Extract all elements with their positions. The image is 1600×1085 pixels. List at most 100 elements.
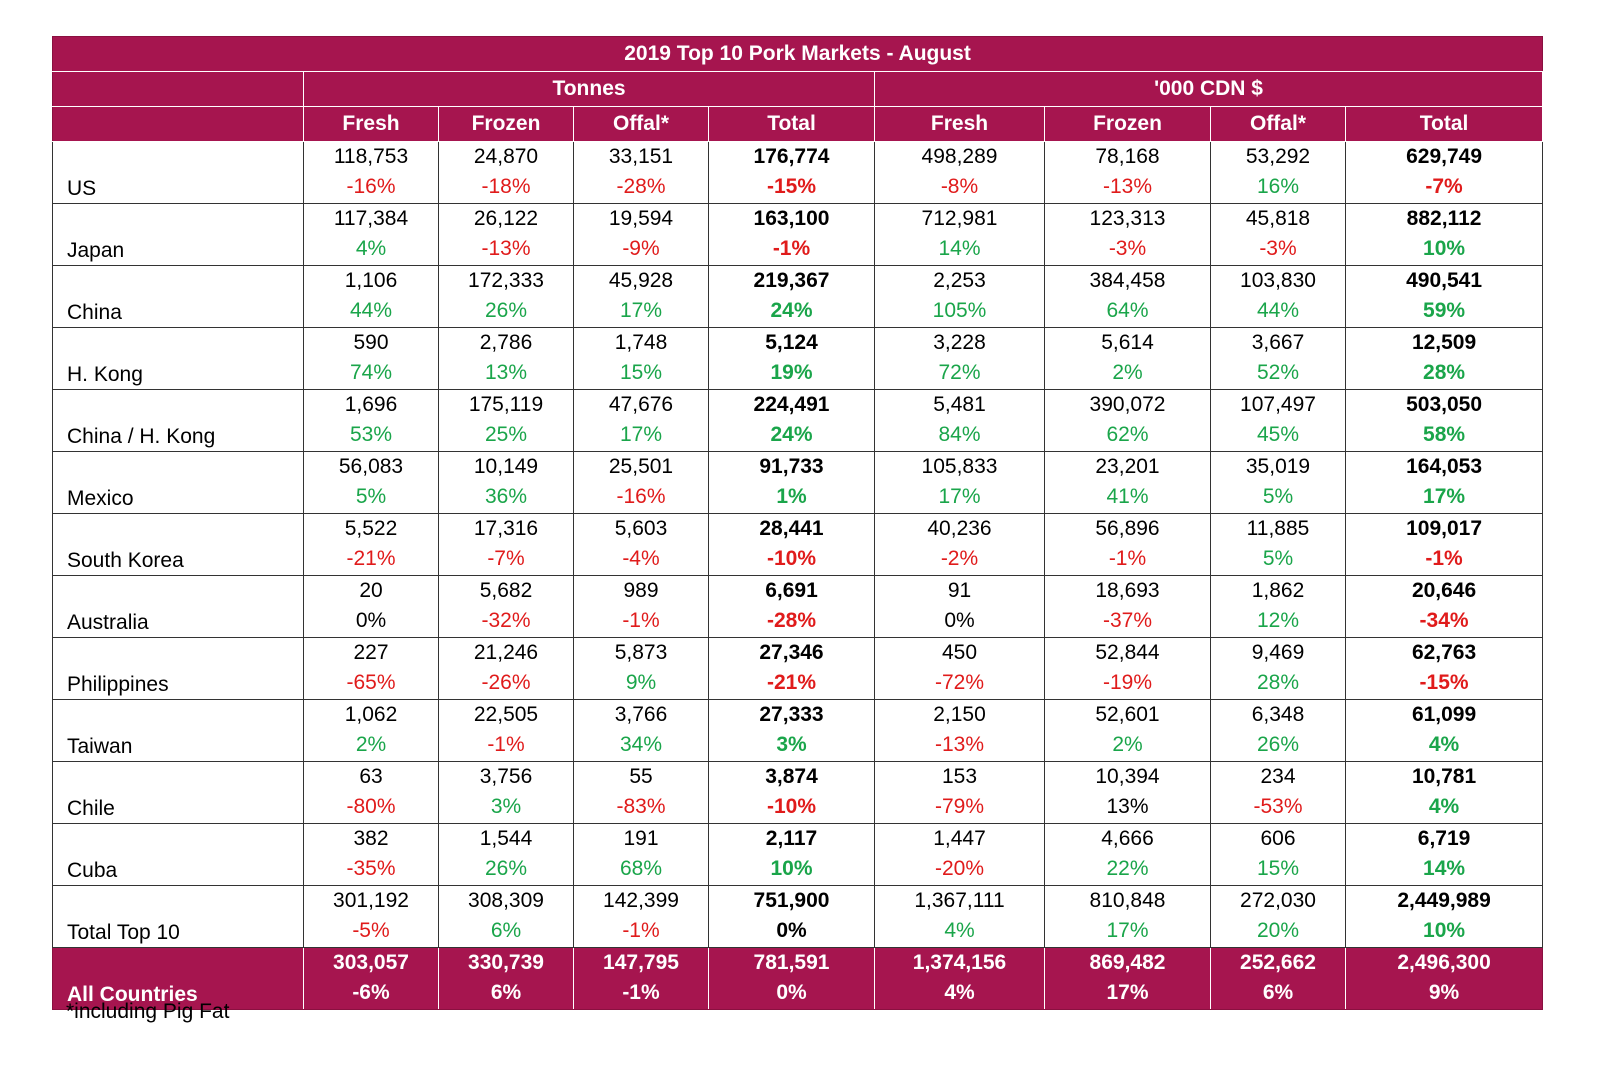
column-header-blank	[52, 106, 304, 142]
cell-value: 219,367	[753, 269, 830, 292]
data-cell: 62,763 -15%	[1344, 637, 1544, 700]
table-row: China / H. Kong 1,696 53% 175,119 25% 47,676 1…	[52, 389, 1544, 452]
row-country-label: Australia	[52, 575, 304, 638]
cell-change: -1%	[1108, 547, 1147, 570]
data-cell: 606 15%	[1210, 823, 1346, 886]
cell-value: 5,873	[614, 641, 668, 664]
data-cell: 498,289 -8%	[874, 141, 1045, 204]
cell-value: 9,469	[1251, 641, 1305, 664]
cell-value: 1,696	[344, 393, 398, 416]
data-cell: 234 -53%	[1210, 761, 1346, 824]
cell-change: 4%	[944, 919, 975, 942]
cell-change: -20%	[934, 857, 985, 880]
data-cell: 810,848 17%	[1044, 885, 1211, 948]
data-cell: 56,896 -1%	[1044, 513, 1211, 576]
footer-cell: 330,739 6%	[438, 947, 574, 1010]
footer-cell: 303,057 -6%	[303, 947, 439, 1010]
cell-change: -35%	[346, 857, 396, 880]
data-cell: 164,053 17%	[1344, 451, 1544, 514]
cell-value: 2,117	[765, 827, 818, 850]
cell-value: 45,818	[1245, 207, 1311, 230]
data-cell: 301,192 -5%	[303, 885, 439, 948]
cell-value: 118,753	[333, 145, 409, 168]
cell-value: 25,501	[608, 455, 674, 478]
cell-value: 629,749	[1406, 145, 1483, 168]
cell-change: -7%	[1425, 175, 1463, 198]
data-cell: 52,844 -19%	[1044, 637, 1211, 700]
data-cell: 629,749 -7%	[1344, 141, 1544, 204]
data-cell: 20 0%	[303, 575, 439, 638]
data-cell: 3,766 34%	[573, 699, 709, 762]
data-cell: 2,253 105%	[874, 265, 1045, 328]
cell-change: -26%	[481, 671, 531, 694]
data-cell: 103,830 44%	[1210, 265, 1346, 328]
cell-change: 59%	[1423, 299, 1466, 322]
cell-change: 26%	[484, 299, 528, 322]
data-cell: 3,874 -10%	[708, 761, 875, 824]
data-cell: 47,676 17%	[573, 389, 709, 452]
data-cell: 78,168 -13%	[1044, 141, 1211, 204]
cell-change: -10%	[766, 547, 817, 570]
cell-value: 191	[623, 827, 659, 850]
cell-change: 6%	[490, 919, 522, 942]
data-cell: 272,030 20%	[1210, 885, 1346, 948]
cell-change: 72%	[938, 361, 981, 384]
cell-value: 142,399	[603, 889, 679, 912]
data-cell: 20,646 -34%	[1344, 575, 1544, 638]
cell-value: 1,748	[614, 331, 668, 354]
cell-change: 17%	[1106, 919, 1149, 942]
cell-change: 3%	[490, 795, 522, 818]
cell-change: 24%	[770, 299, 813, 322]
cell-value: 52,601	[1095, 703, 1160, 726]
cell-value: 22,505	[473, 703, 539, 726]
cell-change: 36%	[484, 485, 528, 508]
cell-value: 153	[941, 765, 978, 788]
row-country-label: Total Top 10	[52, 885, 304, 948]
cell-value: 10,149	[473, 455, 539, 478]
cell-change: 26%	[1256, 733, 1300, 756]
pork-markets-table: 2019 Top 10 Pork Markets - August Tonnes…	[51, 36, 1544, 1010]
cell-value: 23,201	[1095, 455, 1160, 478]
data-cell: 5,873 9%	[573, 637, 709, 700]
cell-change: 20%	[1256, 919, 1300, 942]
row-country-label: Japan	[52, 203, 304, 266]
cell-value: 123,313	[1089, 207, 1166, 230]
cell-value: 105,833	[921, 455, 998, 478]
footer-cell: 2,496,300 9%	[1344, 947, 1544, 1010]
data-cell: 35,019 5%	[1210, 451, 1346, 514]
cell-value: 18,693	[1095, 579, 1160, 602]
cell-value: 163,100	[753, 207, 830, 230]
cell-value: 117,384	[333, 207, 409, 230]
cell-change: 17%	[938, 485, 981, 508]
cell-value: 61,099	[1411, 703, 1477, 726]
cell-value: 1,544	[479, 827, 533, 850]
cell-change: 45%	[1256, 423, 1300, 446]
cell-change: -80%	[346, 795, 396, 818]
footer-cell: 147,795 -1%	[573, 947, 709, 1010]
data-cell: 882,112 10%	[1344, 203, 1544, 266]
data-cell: 12,509 28%	[1344, 327, 1544, 390]
cell-change: 0%	[944, 609, 975, 632]
data-cell: 52,601 2%	[1044, 699, 1211, 762]
cell-change: -8%	[940, 175, 979, 198]
group-header-cdn: '000 CDN $	[873, 71, 1544, 107]
cell-change: 28%	[1423, 361, 1466, 384]
data-cell: 63 -80%	[303, 761, 439, 824]
data-cell: 45,928 17%	[573, 265, 709, 328]
data-cell: 18,693 -37%	[1044, 575, 1211, 638]
table-row: Philippines 227 -65% 21,246 -26% 5,873 9% 27,34…	[52, 637, 1544, 700]
table-row: China 1,106 44% 172,333 26% 45,928 17% 219,367 2…	[52, 265, 1544, 328]
cell-value: 3,756	[479, 765, 533, 788]
group-header-blank	[52, 71, 304, 107]
cell-value: 3,874	[765, 765, 818, 788]
data-cell: 109,017 -1%	[1344, 513, 1544, 576]
cell-change: -5%	[352, 919, 390, 942]
data-cell: 17,316 -7%	[438, 513, 574, 576]
table-body: US 118,753 -16% 24,870 -18% 33,151 -28% 176,774…	[52, 141, 1544, 948]
cell-change: -9%	[622, 237, 660, 260]
column-header-cdn-frozen: Frozen	[1044, 106, 1211, 142]
cell-value: 882,112	[1406, 207, 1482, 230]
cell-value: 21,246	[473, 641, 539, 664]
cell-value: 63	[359, 765, 383, 788]
cell-value: 450	[941, 641, 978, 664]
